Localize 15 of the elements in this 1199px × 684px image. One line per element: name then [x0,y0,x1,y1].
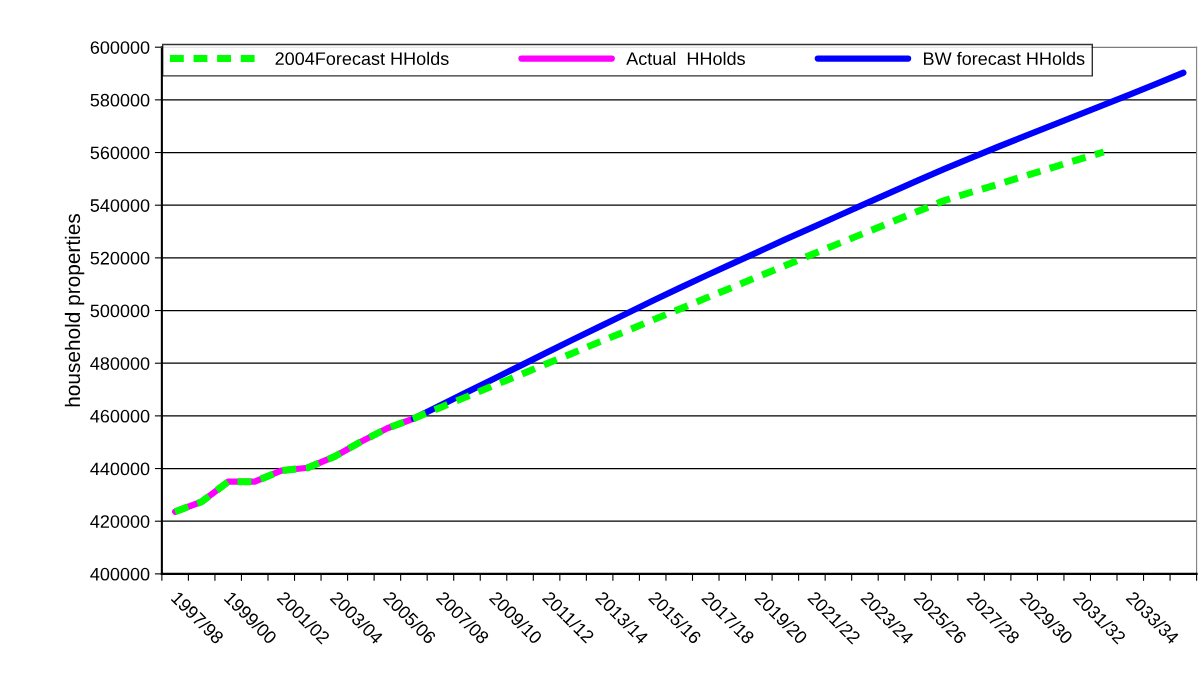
y-tick-label: 420000 [90,515,150,528]
y-tick-label: 540000 [90,199,150,212]
legend-label: BW forecast HHolds [924,51,1085,66]
y-tick-label: 440000 [90,462,150,476]
y-tick-label: 600000 [90,41,150,54]
y-axis-title: household properties [64,213,85,407]
y-tick-label: 480000 [90,357,150,370]
y-tick-label: 400000 [90,567,150,581]
y-tick-label: 580000 [90,93,150,107]
legend-label: Actual HHolds [626,51,745,66]
y-tick-label: 500000 [90,304,150,318]
y-tick-label: 520000 [90,251,150,265]
y-tick-label: 460000 [90,409,150,423]
legend-label: 2004Forecast HHolds [275,51,449,66]
y-tick-label: 560000 [90,146,150,160]
